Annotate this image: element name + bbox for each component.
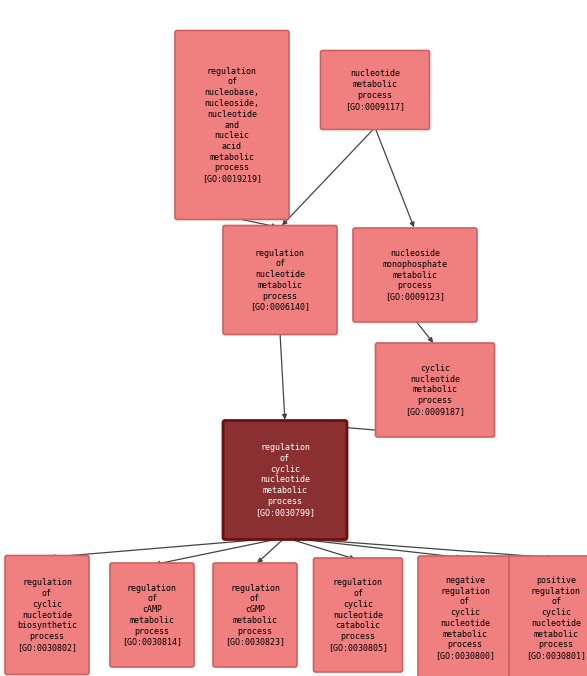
- Text: regulation
of
cAMP
metabolic
process
[GO:0030814]: regulation of cAMP metabolic process [GO…: [122, 583, 182, 646]
- Text: regulation
of
cyclic
nucleotide
biosynthetic
process
[GO:0030802]: regulation of cyclic nucleotide biosynth…: [17, 578, 77, 652]
- FancyBboxPatch shape: [313, 558, 403, 672]
- Text: positive
regulation
of
cyclic
nucleotide
metabolic
process
[GO:0030801]: positive regulation of cyclic nucleotide…: [526, 576, 586, 660]
- FancyBboxPatch shape: [509, 556, 587, 676]
- FancyBboxPatch shape: [110, 563, 194, 667]
- Text: regulation
of
cyclic
nucleotide
metabolic
process
[GO:0030799]: regulation of cyclic nucleotide metaboli…: [255, 443, 315, 516]
- Text: nucleoside
monophosphate
metabolic
process
[GO:0009123]: nucleoside monophosphate metabolic proce…: [383, 249, 447, 301]
- FancyBboxPatch shape: [223, 226, 337, 335]
- FancyBboxPatch shape: [418, 556, 512, 676]
- Text: cyclic
nucleotide
metabolic
process
[GO:0009187]: cyclic nucleotide metabolic process [GO:…: [405, 364, 465, 416]
- Text: regulation
of
cyclic
nucleotide
catabolic
process
[GO:0030805]: regulation of cyclic nucleotide cataboli…: [328, 578, 388, 652]
- FancyBboxPatch shape: [223, 420, 347, 539]
- Text: regulation
of
nucleotide
metabolic
process
[GO:0006140]: regulation of nucleotide metabolic proce…: [250, 249, 310, 312]
- FancyBboxPatch shape: [321, 51, 430, 130]
- FancyBboxPatch shape: [175, 30, 289, 220]
- FancyBboxPatch shape: [376, 343, 494, 437]
- Text: nucleotide
metabolic
process
[GO:0009117]: nucleotide metabolic process [GO:0009117…: [345, 70, 405, 111]
- FancyBboxPatch shape: [213, 563, 297, 667]
- Text: regulation
of
nucleobase,
nucleoside,
nucleotide
and
nucleic
acid
metabolic
proc: regulation of nucleobase, nucleoside, nu…: [202, 67, 262, 183]
- FancyBboxPatch shape: [353, 228, 477, 322]
- FancyBboxPatch shape: [5, 556, 89, 675]
- Text: regulation
of
cGMP
metabolic
process
[GO:0030823]: regulation of cGMP metabolic process [GO…: [225, 583, 285, 646]
- Text: negative
regulation
of
cyclic
nucleotide
metabolic
process
[GO:0030800]: negative regulation of cyclic nucleotide…: [435, 576, 495, 660]
